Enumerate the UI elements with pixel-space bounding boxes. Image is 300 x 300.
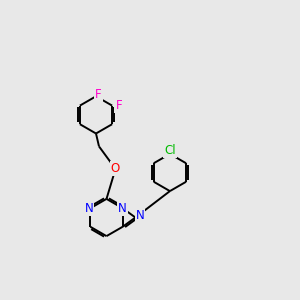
Text: N: N: [136, 213, 144, 226]
Text: N: N: [85, 202, 93, 215]
Text: N: N: [118, 202, 127, 215]
Text: N: N: [136, 209, 144, 222]
Text: F: F: [116, 99, 122, 112]
Text: Cl: Cl: [164, 144, 176, 157]
Text: O: O: [111, 162, 120, 176]
Text: F: F: [95, 88, 102, 101]
